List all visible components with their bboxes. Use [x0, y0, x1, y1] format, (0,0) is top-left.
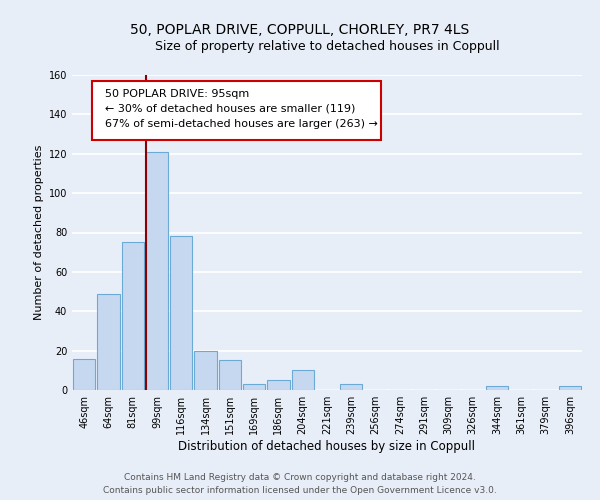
Bar: [218, 360, 241, 390]
Bar: [122, 242, 144, 390]
Bar: [97, 294, 119, 390]
Bar: [170, 236, 193, 390]
Bar: [486, 386, 508, 390]
Text: 50, POPLAR DRIVE, COPPULL, CHORLEY, PR7 4LS: 50, POPLAR DRIVE, COPPULL, CHORLEY, PR7 …: [130, 22, 470, 36]
Text: Contains HM Land Registry data © Crown copyright and database right 2024.
Contai: Contains HM Land Registry data © Crown c…: [103, 474, 497, 495]
Bar: [243, 384, 265, 390]
Y-axis label: Number of detached properties: Number of detached properties: [34, 145, 44, 320]
X-axis label: Distribution of detached houses by size in Coppull: Distribution of detached houses by size …: [179, 440, 476, 453]
FancyBboxPatch shape: [92, 82, 380, 140]
Bar: [73, 358, 95, 390]
Bar: [267, 380, 290, 390]
Bar: [340, 384, 362, 390]
Bar: [292, 370, 314, 390]
Text: 50 POPLAR DRIVE: 95sqm
← 30% of detached houses are smaller (119)
67% of semi-de: 50 POPLAR DRIVE: 95sqm ← 30% of detached…: [105, 89, 378, 129]
Title: Size of property relative to detached houses in Coppull: Size of property relative to detached ho…: [155, 40, 499, 53]
Bar: [146, 152, 168, 390]
Bar: [559, 386, 581, 390]
Bar: [194, 350, 217, 390]
